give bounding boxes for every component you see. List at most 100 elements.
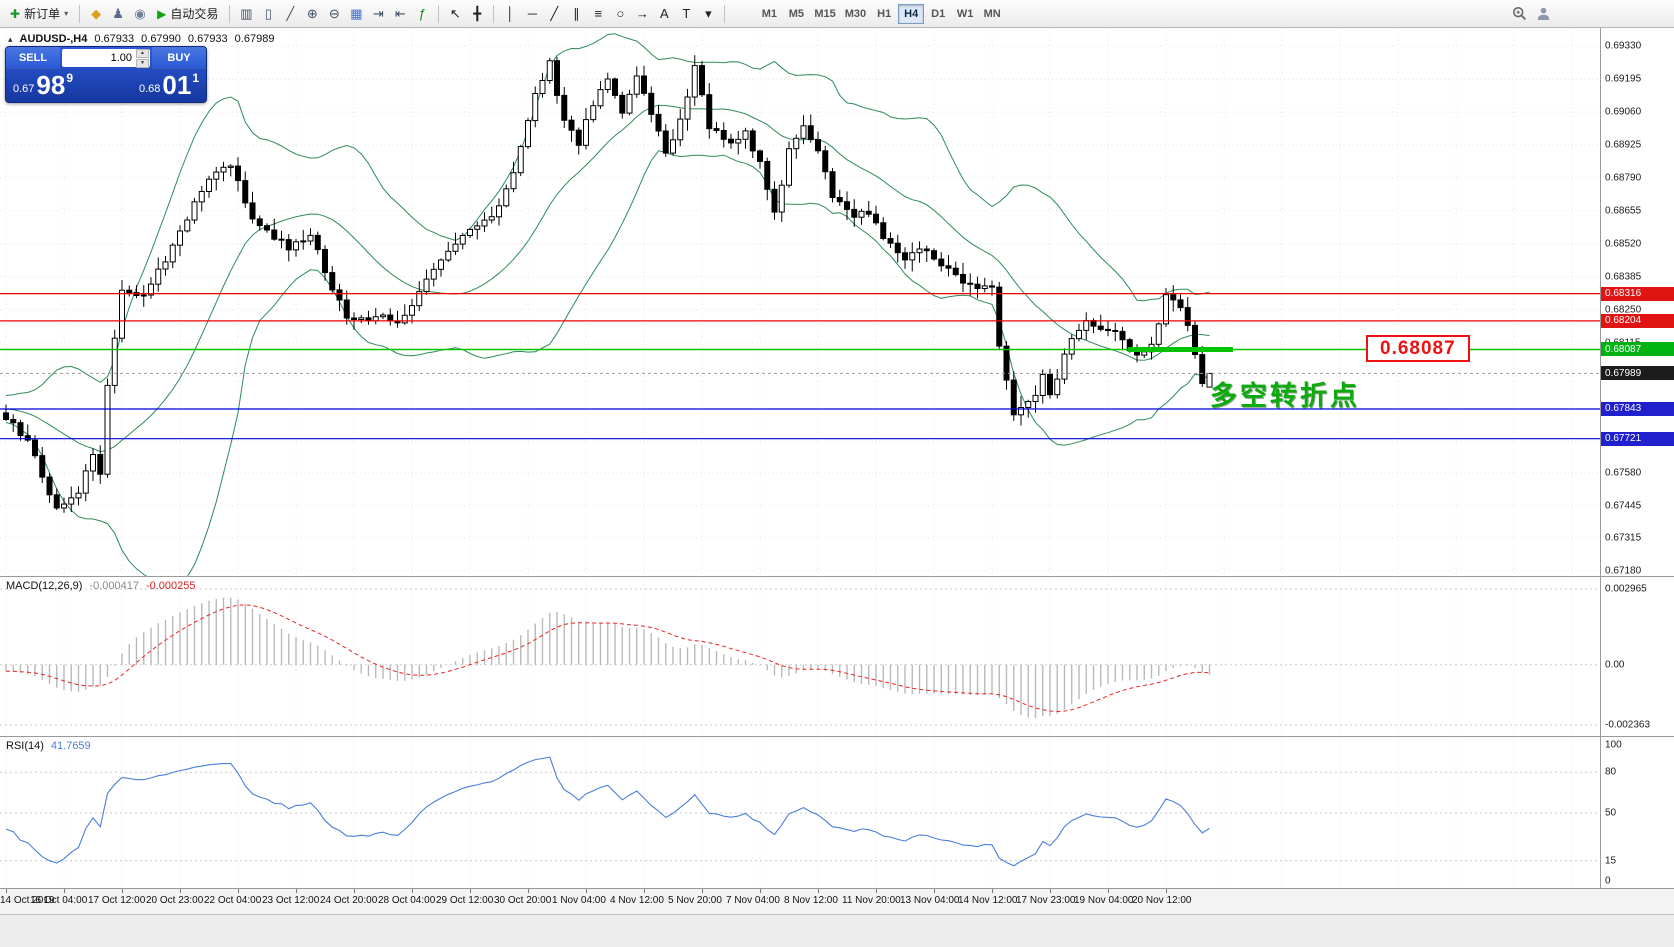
rsi-tick: 50 [1605,807,1617,819]
profiles-icon[interactable]: ♟ [112,5,124,21]
toolbar-separator [79,4,81,23]
fibonacci-icon[interactable]: ≡ [594,6,603,21]
metaeditor-icon[interactable]: ◆ [91,5,102,21]
time-axis-label: 30 Oct 20:00 [494,895,552,906]
crosshair-icon[interactable]: ╋ [473,5,482,21]
time-tick [122,889,123,893]
sell-price-pip: 9 [66,71,74,85]
time-axis-label: 14 Nov 12:00 [958,895,1018,906]
zoom-out-icon[interactable]: ⊖ [328,5,340,21]
time-axis-label: 11 Nov 20:00 [842,895,901,906]
time-tick [412,889,413,893]
rsi-plot[interactable] [0,737,1600,894]
volume-spinner: ▲ ▼ [136,48,149,68]
buy-price-prefix: 0.68 [138,83,161,95]
macd-tick: 0.002965 [1605,583,1647,595]
ohlc-high: 0.67990 [141,33,181,45]
time-axis-label: 17 Nov 23:00 [1016,895,1076,906]
timeframe-m5[interactable]: M5 [788,7,804,20]
bar-chart-icon[interactable]: ▥ [240,5,253,21]
rsi-axis[interactable]: 100 80 50 15 0 [1600,737,1674,888]
macd-plot[interactable] [0,577,1600,742]
data-window-icon[interactable]: ◉ [134,5,146,21]
price-callout[interactable]: 0.68087 [1366,335,1470,363]
time-axis-label: 20 Nov 12:00 [1132,895,1192,906]
objects-dropdown-icon[interactable]: ▾ [705,5,712,21]
time-tick [6,889,7,893]
main-canvas [0,28,1600,587]
main-chart-plot[interactable] [0,28,1600,587]
auto-scroll-icon[interactable]: ⇥ [372,5,384,21]
time-tick [1050,889,1051,893]
time-axis-label: 16 Oct 04:00 [30,895,88,906]
timeframe-group: M1 M5 M15 M30 H1 H4 D1 W1 MN [756,3,1005,24]
text-label-icon[interactable]: T [682,6,691,21]
caret-down-icon: ▾ [64,9,69,18]
timeframe-w1[interactable]: W1 [956,7,974,20]
one-click-expand-icon[interactable]: ▴ [8,33,13,44]
cursor-icon[interactable]: ↖ [449,5,461,21]
timeframe-m15[interactable]: M15 [814,7,836,20]
trendline-icon[interactable]: ╱ [550,5,559,21]
price-tick: 0.67180 [1605,565,1642,577]
time-axis-label: 22 Oct 04:00 [204,895,262,906]
arrows-icon[interactable]: → [635,6,649,21]
text-icon[interactable]: A [660,6,669,21]
time-axis[interactable]: 14 Oct 2019 16 Oct 04:00 17 Oct 12:00 20 Oc… [0,888,1674,914]
time-tick [876,889,877,893]
horizontal-line-icon[interactable]: ─ [527,6,537,21]
timeframe-h4[interactable]: H4 [898,3,925,24]
spinner-down-icon[interactable]: ▼ [136,58,149,68]
ohlc-low: 0.67933 [187,33,228,45]
zoom-in-icon[interactable]: ⊕ [306,5,318,21]
buy-price[interactable]: 0.68 01 1 [138,71,199,98]
time-tick [238,889,239,893]
buy-button[interactable]: BUY [152,47,206,69]
timeframe-mn[interactable]: MN [983,7,1001,20]
candlestick-chart-icon[interactable]: ▯ [264,5,272,21]
autotrading-icon: ▶ [157,6,167,21]
search-icon[interactable] [1508,3,1530,25]
sell-price-main: 98 [36,70,66,100]
spinner-up-icon[interactable]: ▲ [136,48,149,58]
symbol-label: AUDUSD-,H4 [19,33,88,45]
line-chart-icon[interactable]: ╱ [286,5,295,21]
price-axis[interactable]: 0.69330 0.69195 0.69060 0.68925 0.68790 0.686… [1600,28,1674,576]
buy-price-pip: 1 [192,71,199,85]
time-tick [528,889,529,893]
rsi-tick: 80 [1605,766,1617,778]
vertical-line-icon[interactable]: │ [506,6,515,21]
user-icon[interactable] [1532,3,1554,25]
sell-price[interactable]: 0.67 98 9 [13,70,74,100]
time-tick [180,889,181,893]
price-tick: 0.68520 [1605,238,1642,250]
toolbar: ✚ 新订单 ▾ ◆ ♟ ◉ ▶ 自动交易 ▥ ▯ ╱ ⊕ ⊖ ▦ ⇥ ⇤ ƒ ↖ ╋ │ ─ ╱ ∥ ≡ ○ → A T ▾ M1 M5 M1… [0,0,1674,28]
timeframe-h1[interactable]: H1 [877,7,892,20]
new-order-button[interactable]: ✚ 新订单 ▾ [4,3,74,25]
macd-axis[interactable]: 0.002965 0.00 -0.002363 [1600,577,1674,736]
macd-tick: -0.002363 [1605,719,1651,731]
price-tick: 0.69195 [1605,73,1642,85]
price-tick: 0.67580 [1605,467,1642,479]
chart-shift-icon[interactable]: ⇤ [394,5,406,21]
indicators-icon[interactable]: ƒ [418,6,426,21]
macd-panel: 0.002965 0.00 -0.002363 MACD(12,26,9) -0.0… [0,576,1674,737]
macd-canvas [0,577,1600,737]
time-tick [296,889,297,893]
timeframe-m30[interactable]: M30 [844,7,867,20]
timeframe-m1[interactable]: M1 [761,7,777,20]
timeframe-d1[interactable]: D1 [931,7,946,20]
volume-input[interactable]: 1.00 ▲ ▼ [62,48,150,68]
autotrading-button[interactable]: ▶ 自动交易 [151,3,224,25]
time-axis-label: 13 Nov 04:00 [900,895,960,906]
equidistant-channel-icon[interactable]: ∥ [573,5,580,21]
rsi-tick: 0 [1605,875,1611,887]
shapes-icon[interactable]: ○ [616,6,625,21]
annotation-text[interactable]: 多空转折点 [1210,380,1360,411]
macd-tick: 0.00 [1605,659,1625,671]
rsi-panel: 100 80 50 15 0 RSI(14) 41.7659 [0,736,1674,889]
sell-button[interactable]: SELL [6,47,60,69]
time-tick [644,889,645,893]
price-tick: 0.68790 [1605,172,1642,184]
tile-windows-icon[interactable]: ▦ [350,5,363,21]
